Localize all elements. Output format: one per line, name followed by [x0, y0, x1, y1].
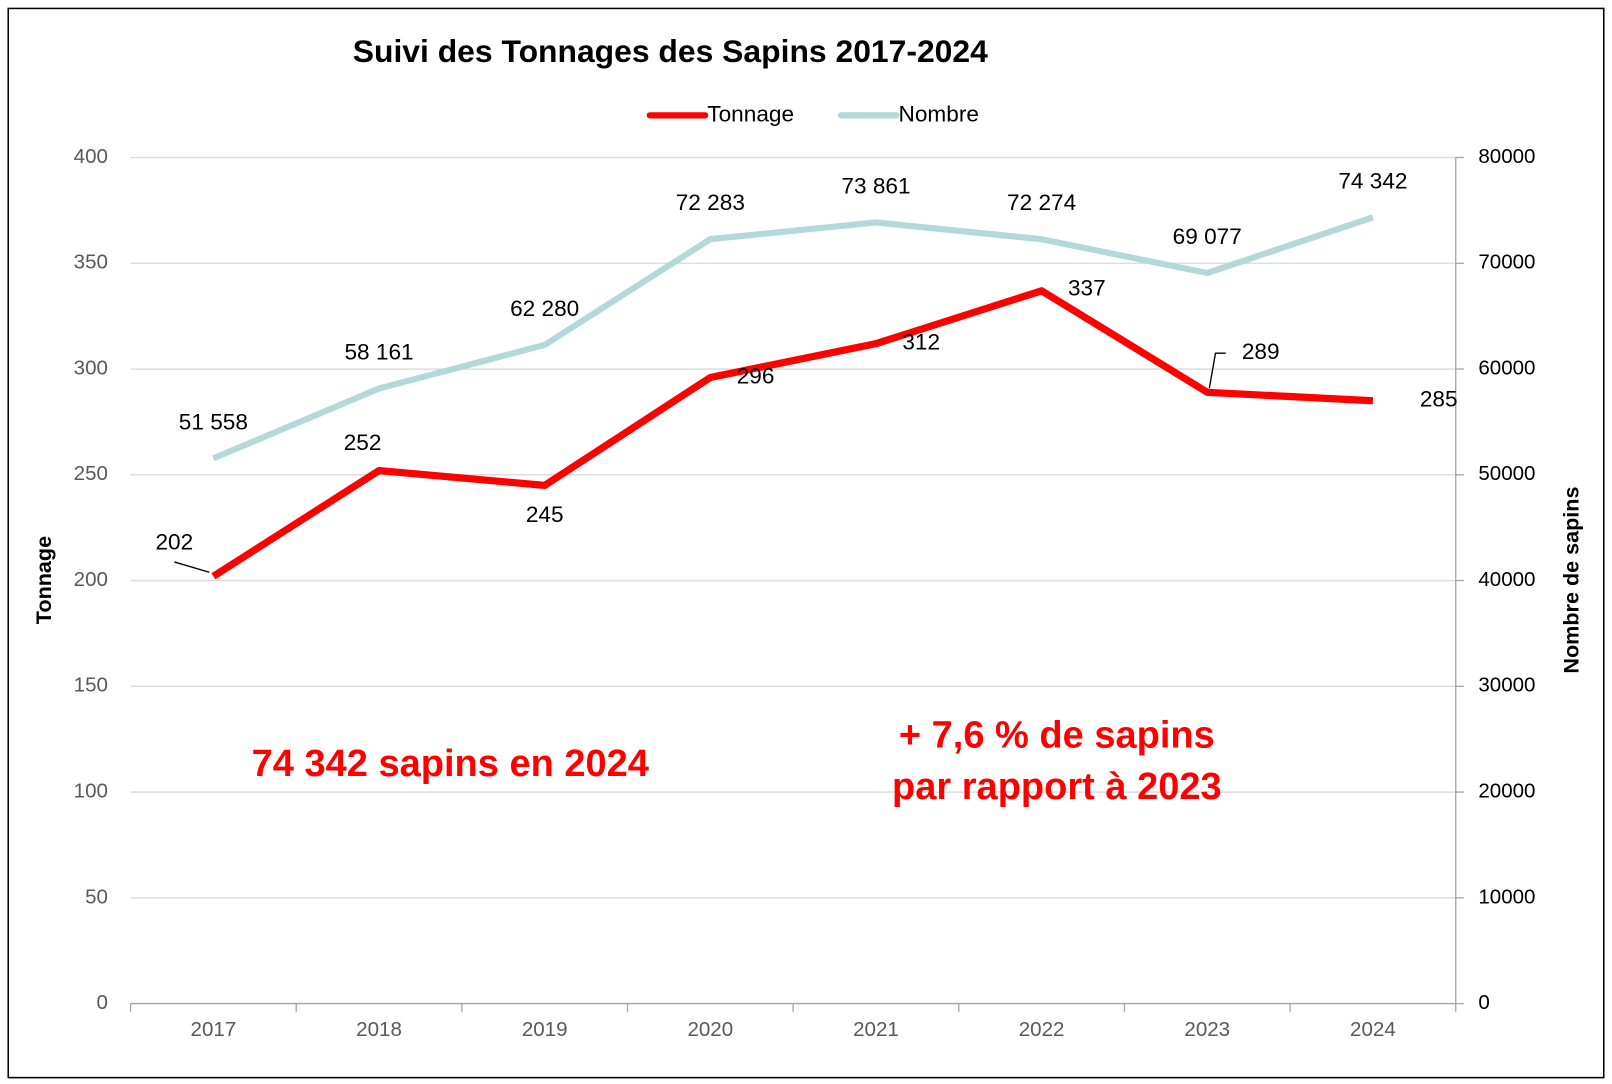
- data-label: 296: [737, 363, 775, 388]
- x-tick-label: 2018: [356, 1018, 402, 1041]
- x-tick-label: 2017: [191, 1018, 237, 1041]
- data-label: 51 558: [179, 409, 248, 434]
- data-label: 312: [902, 330, 940, 355]
- annotation: + 7,6 % de sapins: [899, 714, 1215, 756]
- data-label: 202: [155, 529, 193, 554]
- chart-title: Suivi des Tonnages des Sapins 2017-2024: [353, 33, 988, 69]
- legend-label: Tonnage: [707, 101, 794, 126]
- data-label: 62 280: [510, 296, 579, 321]
- x-tick-label: 2020: [687, 1018, 733, 1041]
- data-label: 252: [344, 430, 382, 455]
- y2-tick-label: 10000: [1478, 885, 1535, 908]
- x-tick-label: 2021: [853, 1018, 899, 1041]
- legend-label: Nombre: [899, 101, 979, 126]
- y-tick-label: 100: [74, 780, 108, 803]
- y2-tick-label: 30000: [1478, 674, 1535, 697]
- data-label: 289: [1242, 339, 1280, 364]
- leader-line: [1208, 352, 1226, 389]
- y2-tick-label: 20000: [1478, 780, 1535, 803]
- y-tick-label: 300: [74, 356, 108, 379]
- y2-axis-label: Nombre de sapins: [1559, 487, 1584, 674]
- series-line: [211, 287, 1374, 580]
- data-label: 337: [1068, 276, 1106, 301]
- y-tick-label: 50: [85, 885, 108, 908]
- series-line: [212, 214, 1374, 462]
- y2-tick-label: 60000: [1478, 356, 1535, 379]
- y2-tick-label: 70000: [1478, 251, 1535, 274]
- data-label: 245: [526, 502, 564, 527]
- x-tick-label: 2019: [522, 1018, 568, 1041]
- data-label: 58 161: [344, 339, 413, 364]
- data-label: 72 283: [676, 190, 745, 215]
- x-tick-label: 2022: [1019, 1018, 1065, 1041]
- y-tick-label: 250: [74, 462, 108, 485]
- y-tick-label: 0: [97, 991, 108, 1014]
- x-tick-label: 2023: [1184, 1018, 1230, 1041]
- data-label: 74 342: [1338, 168, 1407, 193]
- y2-tick-label: 40000: [1478, 568, 1535, 591]
- y-tick-label: 200: [74, 568, 108, 591]
- y-tick-label: 400: [74, 145, 108, 168]
- annotation: 74 342 sapins en 2024: [252, 743, 649, 785]
- data-label: 285: [1420, 387, 1458, 412]
- y-tick-label: 350: [74, 251, 108, 274]
- y-axis-label: Tonnage: [31, 536, 56, 624]
- data-label: 73 861: [841, 173, 910, 198]
- y2-tick-label: 0: [1478, 991, 1489, 1014]
- leader-line: [174, 561, 210, 573]
- data-label: 69 077: [1173, 224, 1242, 249]
- x-tick-label: 2024: [1350, 1018, 1396, 1041]
- y2-tick-label: 50000: [1478, 462, 1535, 485]
- data-label: 72 274: [1007, 190, 1076, 215]
- y-tick-label: 150: [74, 674, 108, 697]
- chart-border: [7, 7, 1605, 1079]
- annotation: par rapport à 2023: [892, 766, 1222, 808]
- y2-tick-label: 80000: [1478, 145, 1535, 168]
